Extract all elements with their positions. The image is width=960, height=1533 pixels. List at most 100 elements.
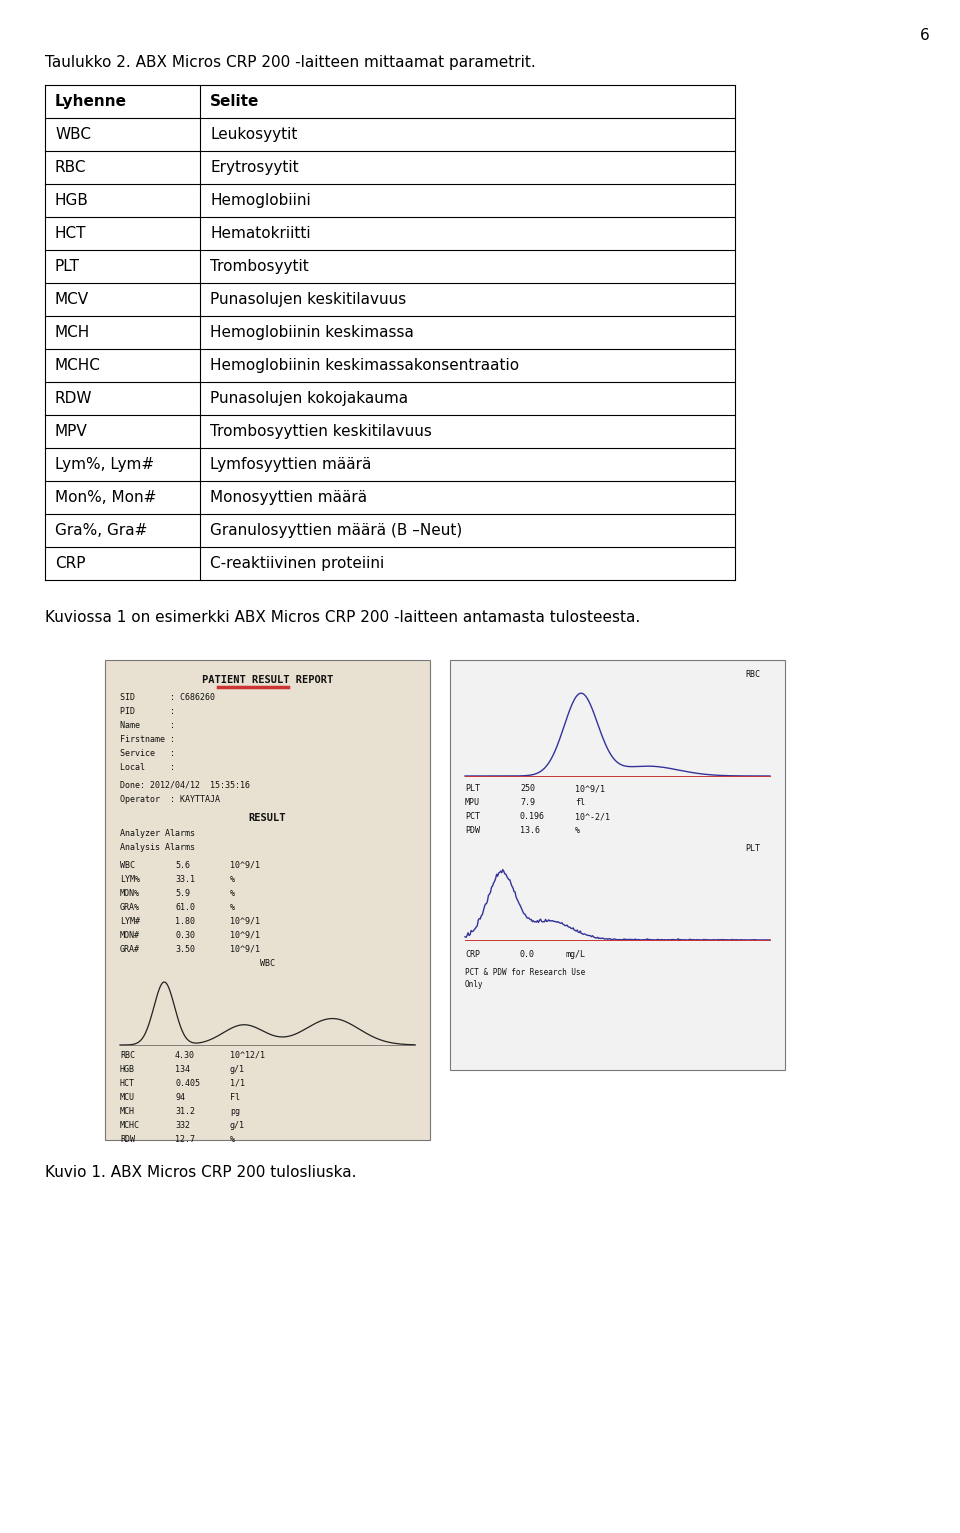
- Text: Monosyyttien määrä: Monosyyttien määrä: [210, 491, 367, 504]
- Text: RDW: RDW: [120, 1134, 135, 1144]
- Text: 4.30: 4.30: [175, 1052, 195, 1059]
- Text: MPU: MPU: [465, 799, 480, 806]
- Text: GRA#: GRA#: [120, 944, 140, 954]
- Text: 94: 94: [175, 1093, 185, 1102]
- Text: %: %: [230, 875, 235, 885]
- Text: Hemoglobiini: Hemoglobiini: [210, 193, 311, 208]
- Text: Fl: Fl: [230, 1093, 240, 1102]
- Text: 10^9/1: 10^9/1: [230, 931, 260, 940]
- Text: C-reaktiivinen proteiini: C-reaktiivinen proteiini: [210, 556, 384, 570]
- Text: 5.9: 5.9: [175, 889, 190, 898]
- Text: 7.9: 7.9: [520, 799, 535, 806]
- Text: Analyzer Alarms: Analyzer Alarms: [120, 829, 195, 839]
- Text: MCU: MCU: [120, 1093, 135, 1102]
- Text: 33.1: 33.1: [175, 875, 195, 885]
- Text: PLT: PLT: [465, 783, 480, 793]
- Text: 3.50: 3.50: [175, 944, 195, 954]
- Text: 13.6: 13.6: [520, 826, 540, 835]
- Text: 61.0: 61.0: [175, 903, 195, 912]
- Text: %: %: [230, 889, 235, 898]
- Text: HCT: HCT: [55, 225, 86, 241]
- Text: RBC: RBC: [745, 670, 760, 679]
- Text: Mon%, Mon#: Mon%, Mon#: [55, 491, 156, 504]
- Text: Granulosyyttien määrä (B –Neut): Granulosyyttien määrä (B –Neut): [210, 523, 463, 538]
- Text: Taulukko 2. ABX Micros CRP 200 -laitteen mittaamat parametrit.: Taulukko 2. ABX Micros CRP 200 -laitteen…: [45, 55, 536, 71]
- Text: Firstname :: Firstname :: [120, 734, 175, 744]
- Text: PDW: PDW: [465, 826, 480, 835]
- Text: Punasolujen keskitilavuus: Punasolujen keskitilavuus: [210, 291, 406, 307]
- Text: HGB: HGB: [120, 1065, 135, 1075]
- Text: Analysis Alarms: Analysis Alarms: [120, 843, 195, 852]
- Text: g/1: g/1: [230, 1065, 245, 1075]
- Text: Hemoglobiinin keskimassakonsentraatio: Hemoglobiinin keskimassakonsentraatio: [210, 359, 519, 373]
- Text: Hemoglobiinin keskimassa: Hemoglobiinin keskimassa: [210, 325, 414, 340]
- Text: Only: Only: [465, 980, 484, 989]
- Text: MCHC: MCHC: [55, 359, 101, 373]
- Text: PLT: PLT: [55, 259, 80, 274]
- Bar: [105, 661, 430, 1141]
- Text: mg/L: mg/L: [565, 950, 585, 960]
- Text: 250: 250: [520, 783, 535, 793]
- Text: WBC: WBC: [55, 127, 91, 143]
- Text: PCT: PCT: [465, 812, 480, 822]
- Text: RESULT: RESULT: [249, 812, 286, 823]
- Text: RBC: RBC: [55, 159, 86, 175]
- Bar: [450, 661, 785, 1070]
- Text: 10^9/1: 10^9/1: [575, 783, 605, 793]
- Text: Lyhenne: Lyhenne: [55, 94, 127, 109]
- Text: MON%: MON%: [120, 889, 140, 898]
- Text: Punasolujen kokojakauma: Punasolujen kokojakauma: [210, 391, 408, 406]
- Text: Trombosyytit: Trombosyytit: [210, 259, 309, 274]
- Text: Lym%, Lym#: Lym%, Lym#: [55, 457, 155, 472]
- Text: Gra%, Gra#: Gra%, Gra#: [55, 523, 148, 538]
- Text: Done: 2012/04/12  15:35:16: Done: 2012/04/12 15:35:16: [120, 780, 250, 789]
- Text: 0.30: 0.30: [175, 931, 195, 940]
- Text: MON#: MON#: [120, 931, 140, 940]
- Text: 0.0: 0.0: [520, 950, 535, 960]
- Text: 6: 6: [921, 28, 930, 43]
- Text: Kuvio 1. ABX Micros CRP 200 tulosliuska.: Kuvio 1. ABX Micros CRP 200 tulosliuska.: [45, 1165, 356, 1180]
- Text: 10^9/1: 10^9/1: [230, 917, 260, 926]
- Text: LYM#: LYM#: [120, 917, 140, 926]
- Text: GRA%: GRA%: [120, 903, 140, 912]
- Text: 12.7: 12.7: [175, 1134, 195, 1144]
- Text: RBC: RBC: [120, 1052, 135, 1059]
- Text: %: %: [230, 903, 235, 912]
- Text: Name      :: Name :: [120, 721, 175, 730]
- Text: WBC: WBC: [260, 960, 275, 967]
- Text: Service   :: Service :: [120, 750, 175, 757]
- Text: %: %: [230, 1134, 235, 1144]
- Text: Operator  : KAYTTAJA: Operator : KAYTTAJA: [120, 796, 220, 803]
- Text: 10^-2/1: 10^-2/1: [575, 812, 610, 822]
- Text: MCHC: MCHC: [120, 1121, 140, 1130]
- Text: MCH: MCH: [120, 1107, 135, 1116]
- Text: PLT: PLT: [745, 845, 760, 852]
- Text: Selite: Selite: [210, 94, 259, 109]
- Text: PCT & PDW for Research Use: PCT & PDW for Research Use: [465, 967, 586, 977]
- Text: 10^12/1: 10^12/1: [230, 1052, 265, 1059]
- Text: CRP: CRP: [55, 556, 85, 570]
- Text: Hematokriitti: Hematokriitti: [210, 225, 311, 241]
- Text: HGB: HGB: [55, 193, 89, 208]
- Text: HCT: HCT: [120, 1079, 135, 1088]
- Text: LYM%: LYM%: [120, 875, 140, 885]
- Text: Erytrosyytit: Erytrosyytit: [210, 159, 299, 175]
- Text: PID       :: PID :: [120, 707, 175, 716]
- Text: %: %: [575, 826, 580, 835]
- Text: 0.196: 0.196: [520, 812, 545, 822]
- Text: 0.405: 0.405: [175, 1079, 200, 1088]
- Text: fl: fl: [575, 799, 585, 806]
- Text: 10^9/1: 10^9/1: [230, 944, 260, 954]
- Text: 1.80: 1.80: [175, 917, 195, 926]
- Text: 1/1: 1/1: [230, 1079, 245, 1088]
- Text: pg: pg: [230, 1107, 240, 1116]
- Text: 31.2: 31.2: [175, 1107, 195, 1116]
- Text: Local     :: Local :: [120, 763, 175, 773]
- Text: SID       : C686260: SID : C686260: [120, 693, 215, 702]
- Text: MCH: MCH: [55, 325, 90, 340]
- Text: 332: 332: [175, 1121, 190, 1130]
- Text: Leukosyytit: Leukosyytit: [210, 127, 298, 143]
- Text: 134: 134: [175, 1065, 190, 1075]
- Text: MPV: MPV: [55, 425, 87, 438]
- Text: Lymfosyyttien määrä: Lymfosyyttien määrä: [210, 457, 372, 472]
